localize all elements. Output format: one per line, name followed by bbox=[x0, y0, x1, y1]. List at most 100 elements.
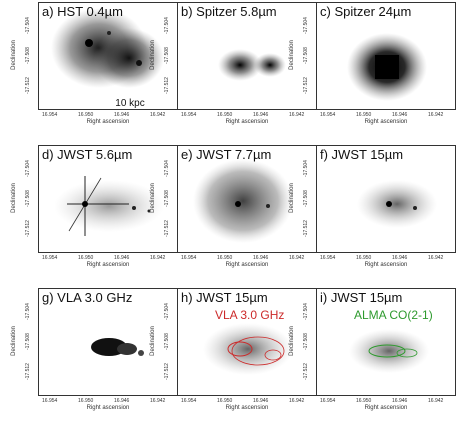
x-tick-label: 16.954 bbox=[42, 112, 58, 118]
y-tick-label: -17.512 bbox=[25, 220, 31, 237]
image-frame bbox=[177, 2, 317, 110]
y-tick-label: -17.512 bbox=[164, 220, 170, 237]
panel-g-vla: g) VLA 3.0 GHz 16.954 16.950 16.946 16.942 R… bbox=[11, 288, 178, 411]
y-tick-label: -17.512 bbox=[303, 363, 309, 380]
galaxy-image-hst bbox=[51, 8, 164, 88]
y-tick-label: -17.504 bbox=[25, 303, 31, 320]
y-tick-label: -17.508 bbox=[25, 190, 31, 207]
x-axis-label: Right ascension bbox=[86, 262, 130, 268]
x-tick-label: 16.950 bbox=[217, 112, 233, 118]
image-frame bbox=[316, 145, 456, 253]
x-tick-label: 16.954 bbox=[320, 112, 336, 118]
x-tick-label: 16.954 bbox=[320, 398, 336, 404]
x-tick-label: 16.942 bbox=[428, 255, 444, 261]
y-axis-label: Declination bbox=[11, 40, 17, 70]
y-axis-label-wrap: Declination bbox=[287, 2, 297, 110]
y-tick-label: -17.508 bbox=[303, 47, 309, 64]
x-tick-label: 16.950 bbox=[356, 112, 372, 118]
image-frame bbox=[316, 2, 456, 110]
y-tick-label: -17.508 bbox=[164, 47, 170, 64]
x-tick-label: 16.946 bbox=[392, 112, 408, 118]
x-tick-label: 16.950 bbox=[356, 398, 372, 404]
x-tick-label: 16.946 bbox=[114, 255, 130, 261]
galaxy-image-jwst77 bbox=[193, 159, 293, 243]
x-tick-label: 16.954 bbox=[320, 255, 336, 261]
galaxy-image-vla bbox=[91, 338, 144, 356]
y-tick-label: -17.508 bbox=[164, 333, 170, 350]
panel-i-jwst-alma: i) JWST 15µm ALMA CO(2-1) 16.954 16.950 16… bbox=[289, 288, 456, 411]
y-tick-label: -17.512 bbox=[303, 220, 309, 237]
x-tick-label: 16.942 bbox=[428, 112, 444, 118]
y-axis-label: Declination bbox=[11, 183, 17, 213]
x-axis-label: Right ascension bbox=[364, 119, 408, 125]
image-frame bbox=[177, 145, 317, 253]
y-tick-label: -17.504 bbox=[164, 17, 170, 34]
y-tick-label: -17.504 bbox=[164, 303, 170, 320]
image-frame bbox=[38, 2, 178, 110]
x-axis-label: Right ascension bbox=[364, 262, 408, 268]
panel-b-spitzer: b) Spitzer 5.8µm 16.954 16.950 16.946 16.94… bbox=[150, 2, 317, 125]
galaxy-image-jwst15 bbox=[357, 180, 437, 228]
galaxy-image-jwst-vla-overlay bbox=[203, 323, 293, 375]
x-axis-label: Right ascension bbox=[364, 405, 408, 411]
panel-label: e) JWST 7.7µm bbox=[181, 147, 272, 162]
x-tick-label: 16.942 bbox=[289, 255, 305, 261]
x-tick-label: 16.942 bbox=[150, 398, 166, 404]
y-axis-label-wrap: Declination bbox=[9, 145, 19, 253]
panel-h-jwst-vla: h) JWST 15µm VLA 3.0 GHz 16.954 16.950 16.… bbox=[150, 288, 317, 411]
overlay-label: ALMA CO(2-1) bbox=[354, 308, 433, 322]
x-tick-label: 16.946 bbox=[253, 398, 269, 404]
y-tick-label: -17.504 bbox=[303, 303, 309, 320]
y-axis-label-wrap: Declination bbox=[148, 288, 158, 396]
y-axis-label-wrap: Declination bbox=[9, 288, 19, 396]
x-tick-label: 16.942 bbox=[150, 112, 166, 118]
y-axis-label: Declination bbox=[289, 183, 295, 213]
y-tick-label: -17.504 bbox=[164, 160, 170, 177]
panel-label: h) JWST 15µm bbox=[181, 290, 268, 305]
x-axis-label: Right ascension bbox=[225, 262, 269, 268]
y-tick-label: -17.508 bbox=[25, 333, 31, 350]
x-axis-label: Right ascension bbox=[86, 405, 130, 411]
panel-label: d) JWST 5.6µm bbox=[42, 147, 133, 162]
y-axis-label: Declination bbox=[150, 183, 156, 213]
x-tick-label: 16.946 bbox=[253, 112, 269, 118]
y-tick-label: -17.512 bbox=[25, 77, 31, 94]
y-axis-label-wrap: Declination bbox=[148, 145, 158, 253]
x-tick-label: 16.954 bbox=[42, 255, 58, 261]
panel-label: f) JWST 15µm bbox=[320, 147, 404, 162]
panel-e-jwst77: e) JWST 7.7µm 16.954 16.950 16.946 16.942 Ri… bbox=[150, 145, 317, 268]
x-tick-label: 16.950 bbox=[78, 112, 94, 118]
x-tick-label: 16.954 bbox=[42, 398, 58, 404]
y-axis-label: Declination bbox=[289, 40, 295, 70]
panel-label: i) JWST 15µm bbox=[320, 290, 403, 305]
y-tick-label: -17.504 bbox=[303, 17, 309, 34]
x-tick-label: 16.950 bbox=[78, 255, 94, 261]
x-tick-label: 16.942 bbox=[289, 398, 305, 404]
panel-label: a) HST 0.4µm bbox=[42, 4, 123, 19]
x-tick-label: 16.942 bbox=[428, 398, 444, 404]
y-tick-label: -17.508 bbox=[164, 190, 170, 207]
y-axis-label-wrap: Declination bbox=[287, 288, 297, 396]
panel-d-jwst56: d) JWST 5.6µm 16.954 16.950 16.946 16.942 Ri… bbox=[11, 145, 178, 268]
x-axis-label: Right ascension bbox=[225, 119, 269, 125]
x-tick-label: 16.954 bbox=[181, 255, 197, 261]
x-axis-label: Right ascension bbox=[86, 119, 130, 125]
y-tick-label: -17.508 bbox=[303, 190, 309, 207]
y-tick-label: -17.504 bbox=[25, 17, 31, 34]
x-tick-label: 16.946 bbox=[114, 112, 130, 118]
x-tick-label: 16.950 bbox=[217, 398, 233, 404]
x-tick-label: 16.946 bbox=[392, 398, 408, 404]
panel-label: g) VLA 3.0 GHz bbox=[42, 290, 133, 305]
x-tick-label: 16.950 bbox=[356, 255, 372, 261]
y-tick-label: -17.512 bbox=[303, 77, 309, 94]
panel-label: c) Spitzer 24µm bbox=[320, 4, 412, 19]
x-tick-label: 16.950 bbox=[217, 255, 233, 261]
y-tick-label: -17.504 bbox=[303, 160, 309, 177]
y-axis-label: Declination bbox=[289, 326, 295, 356]
panel-f-jwst15: f) JWST 15µm 16.954 16.950 16.946 16.942 Rig… bbox=[289, 145, 456, 268]
x-tick-label: 16.950 bbox=[78, 398, 94, 404]
y-axis-label: Declination bbox=[11, 326, 17, 356]
image-frame bbox=[38, 145, 178, 253]
image-frame bbox=[177, 288, 317, 396]
galaxy-image-jwst56 bbox=[54, 176, 164, 236]
